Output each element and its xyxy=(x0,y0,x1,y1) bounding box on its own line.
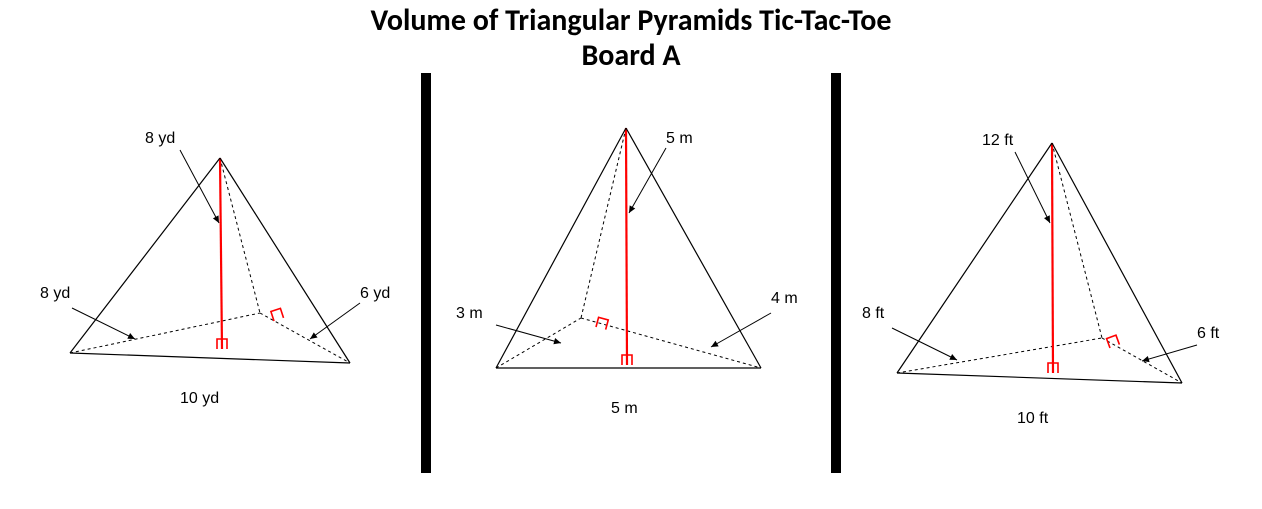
grid-divider-1 xyxy=(421,73,431,473)
svg-text:10 yd: 10 yd xyxy=(180,390,219,407)
title-line-2: Board A xyxy=(0,39,1262,74)
pyramid-grid: 8 yd 8 yd 6 yd 10 yd 5 m 3 m 4 m 5 m 12 ft 8 ft… xyxy=(0,73,1262,473)
svg-text:4 m: 4 m xyxy=(771,290,798,307)
cell-2: 5 m 3 m 4 m 5 m xyxy=(431,73,832,473)
title-line-1: Volume of Triangular Pyramids Tic-Tac-To… xyxy=(0,4,1262,39)
pyramid-diagram-2: 5 m 3 m 4 m 5 m xyxy=(441,103,821,443)
pyramid-diagram-1: 8 yd 8 yd 6 yd 10 yd xyxy=(30,103,410,443)
svg-text:10 ft: 10 ft xyxy=(1017,410,1049,427)
svg-text:5 m: 5 m xyxy=(666,130,693,147)
svg-text:6 yd: 6 yd xyxy=(360,285,390,302)
pyramid-diagram-3: 12 ft 8 ft 6 ft 10 ft xyxy=(852,103,1232,443)
svg-text:3 m: 3 m xyxy=(456,305,483,322)
svg-text:8 yd: 8 yd xyxy=(145,130,175,147)
cell-1: 8 yd 8 yd 6 yd 10 yd xyxy=(20,73,421,473)
svg-text:12 ft: 12 ft xyxy=(982,132,1014,149)
svg-text:8 ft: 8 ft xyxy=(862,305,885,322)
grid-divider-2 xyxy=(831,73,841,473)
svg-text:6 ft: 6 ft xyxy=(1197,325,1220,342)
title-block: Volume of Triangular Pyramids Tic-Tac-To… xyxy=(0,0,1262,73)
cell-3: 12 ft 8 ft 6 ft 10 ft xyxy=(841,73,1242,473)
svg-text:5 m: 5 m xyxy=(611,400,638,417)
svg-text:8 yd: 8 yd xyxy=(40,285,70,302)
